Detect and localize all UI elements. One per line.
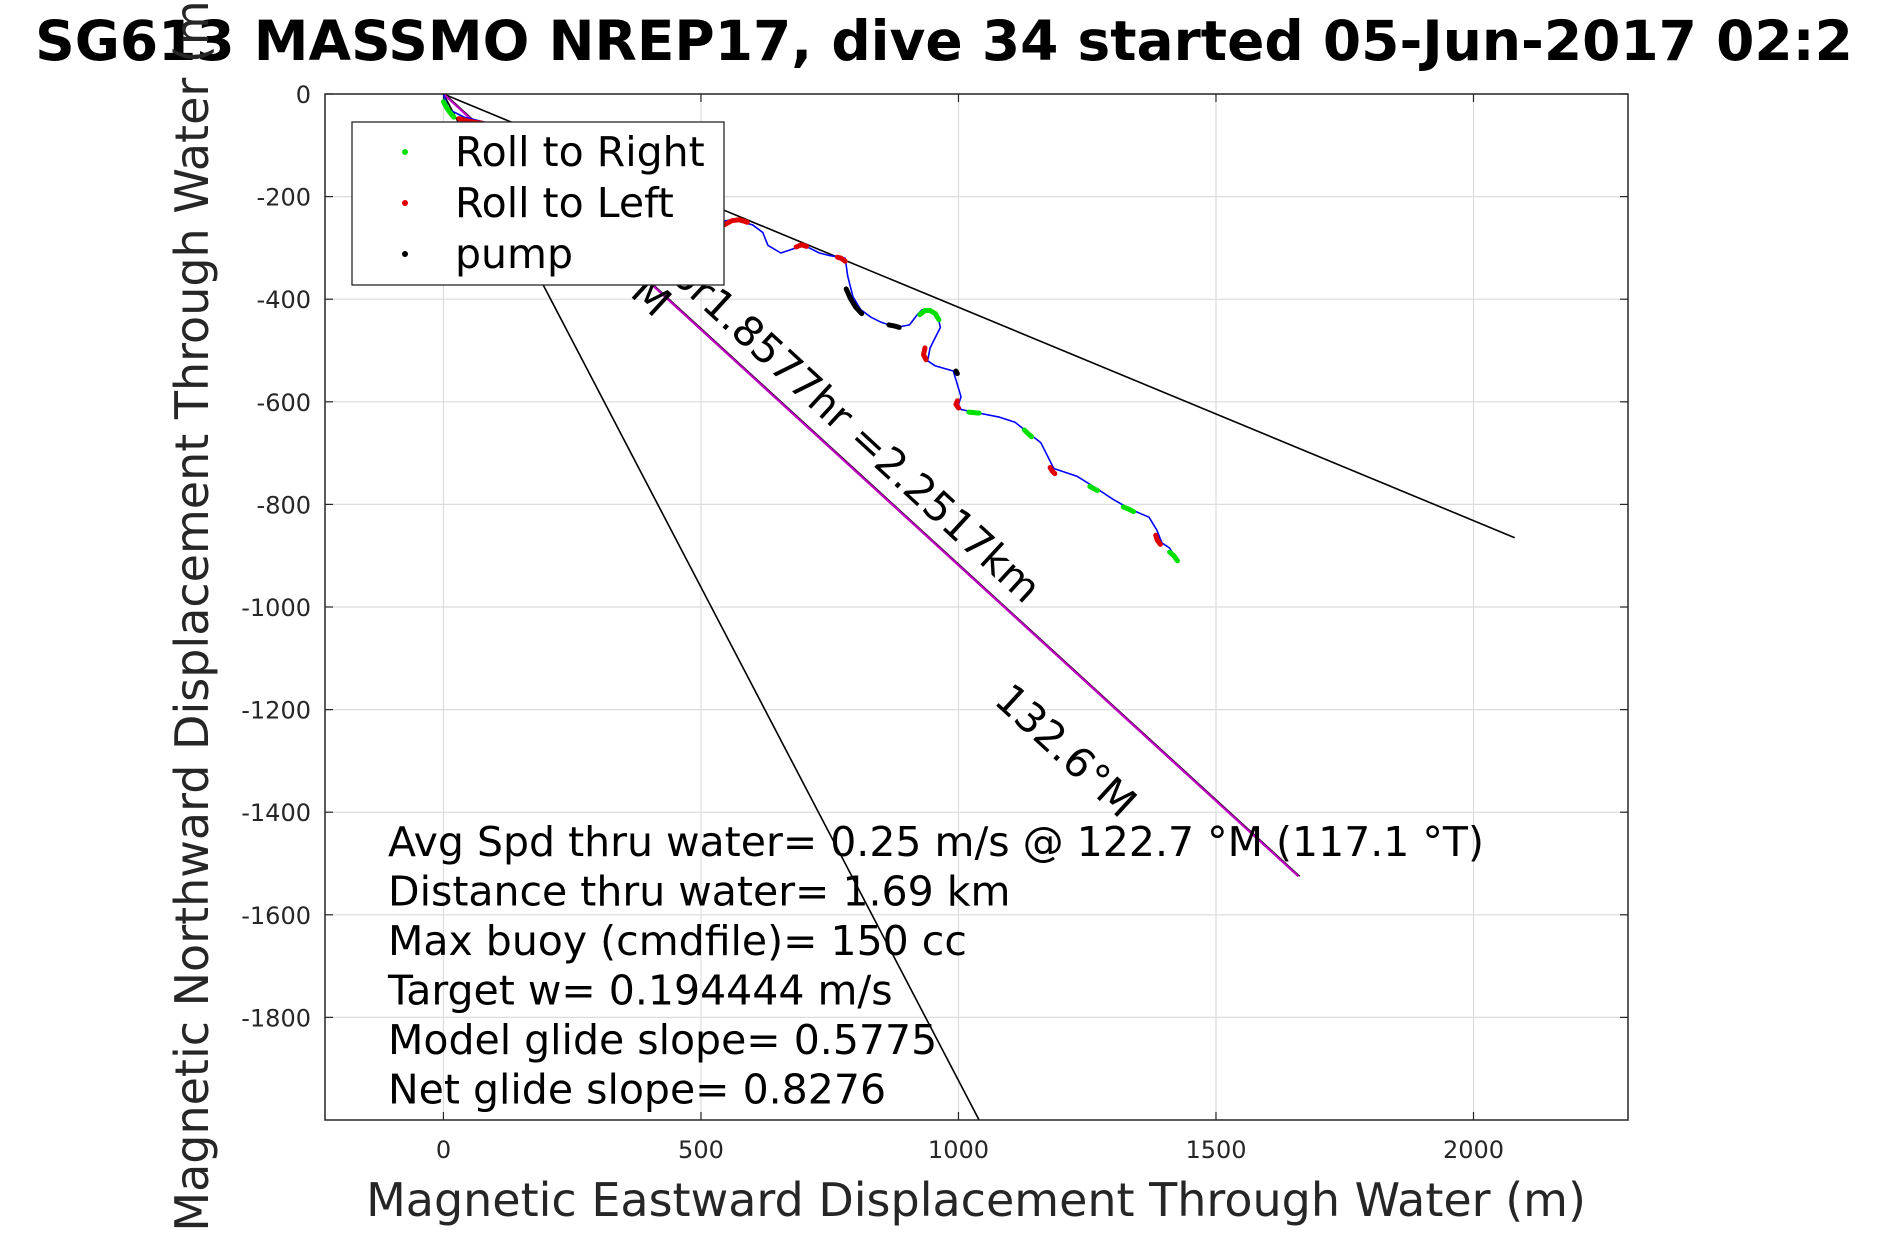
plot-frame [324,93,1629,1121]
y-tick-label: -1000 [241,594,311,622]
roll-right-marker [1167,549,1180,564]
legend-label: Roll to Right [455,128,705,176]
legend-marker [402,251,408,257]
legend-label: pump [455,230,573,278]
y-axis-label: Magnetic Northward Displacement Through … [165,0,219,1232]
roll-right-marker [1120,504,1137,515]
roll-left-marker [1153,532,1163,547]
chart-title: SG613 MASSMO NREP17, dive 34 started 05-… [35,9,1853,73]
y-tick-label: -600 [257,389,311,417]
roll-left-marker [1047,465,1058,477]
stats-line: Distance thru water= 1.69 km [388,868,1010,916]
roll-left-marker [921,345,929,363]
roll-right-marker [966,409,982,416]
pump-marker [886,322,902,330]
y-tick-label: -1400 [241,799,311,827]
axis-ticks: 0 500 1000 1500 2000 0 -200 -400 -600 -800 -1000 -1… [241,81,1628,1164]
roll-left-marker [721,217,750,228]
y-tick-label: 0 [296,81,311,109]
roll-left-marker [793,242,809,250]
y-tick-label: -1600 [241,902,311,930]
x-tick-label: 500 [678,1136,724,1164]
x-tick-label: 0 [436,1136,451,1164]
roll-left-marker [953,398,961,411]
x-tick-label: 1000 [928,1136,989,1164]
roll-right-marker [1087,483,1100,493]
stats-block: Avg Spd thru water= 0.25 m/s @ 122.7 °M … [387,818,1484,1114]
stats-line: Max buoy (cmdfile)= 150 cc [388,917,967,965]
stats-line: Avg Spd thru water= 0.25 m/s @ 122.7 °M … [388,818,1484,866]
y-tick-label: -1200 [241,697,311,725]
y-tick-label: -400 [257,286,311,314]
x-tick-label: 2000 [1443,1136,1504,1164]
legend-marker [402,149,408,155]
y-tick-label: -200 [257,184,311,212]
roll-right-marker [917,308,942,323]
pump-marker [953,368,960,377]
roll-right-marker [1021,427,1035,440]
y-tick-label: -800 [257,491,311,519]
legend-box [351,121,725,286]
y-tick-label: -1800 [241,1004,311,1032]
stats-line: Model glide slope= 0.5775 [388,1016,937,1064]
roll-right-marker [441,99,457,120]
stats-line: Target w= 0.194444 m/s [387,967,893,1015]
legend-marker [402,200,408,206]
x-axis-label: Magnetic Eastward Displacement Through W… [366,1173,1586,1227]
x-tick-label: 1500 [1185,1136,1246,1164]
stats-line: Net glide slope= 0.8276 [388,1066,886,1114]
roll-left-marker [834,254,848,264]
grid [325,93,1628,1120]
pump-marker [843,286,865,317]
legend-label: Roll to Left [455,179,674,227]
